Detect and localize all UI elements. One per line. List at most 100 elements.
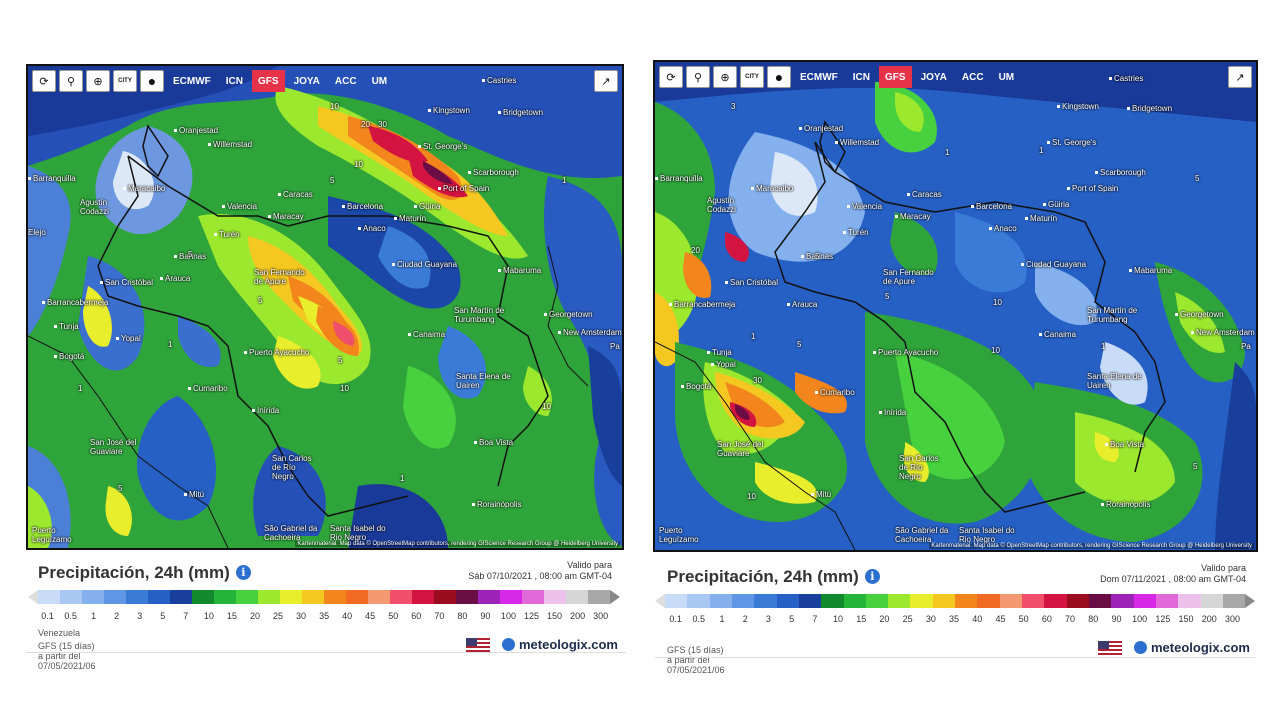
scale-tick-label: 40 <box>342 611 353 621</box>
contour-label: 10 <box>542 402 551 411</box>
scale-tick-label: 90 <box>1111 614 1122 624</box>
share-icon[interactable]: ↗ <box>594 70 618 92</box>
model-tab-ecmwf[interactable]: ECMWF <box>173 75 211 87</box>
city-label: Mabaruma <box>1129 266 1172 275</box>
us-flag-icon[interactable] <box>1098 640 1122 655</box>
scale-tick-label: 0.1 <box>669 614 682 624</box>
scale-swatch <box>776 594 799 608</box>
city-label: St. George's <box>1047 138 1096 147</box>
scale-swatch <box>932 594 956 608</box>
city-label: Ciudad Guayana <box>392 260 457 269</box>
dot-icon[interactable]: ● <box>767 66 791 88</box>
scale-swatch <box>1066 594 1089 608</box>
city-label: Puerto Ayacucho <box>873 348 938 357</box>
city-label: Barranquilla <box>28 174 76 183</box>
scale-swatch <box>798 594 822 608</box>
city-label: Inírida <box>252 406 279 415</box>
location-pin-icon[interactable]: ⚲ <box>59 70 83 92</box>
scale-swatch <box>821 594 844 608</box>
scale-min-arrow <box>28 590 38 604</box>
city-label: Pa <box>610 342 620 351</box>
location-pin-icon[interactable]: ⚲ <box>686 66 710 88</box>
scale-tick-label: 25 <box>902 614 913 624</box>
region-label: Venezuela <box>38 628 81 638</box>
scale-tick-label: 80 <box>457 611 468 621</box>
scale-swatch <box>302 590 324 604</box>
city-label: Boa Vista <box>1105 440 1144 449</box>
model-tab-icn[interactable]: ICN <box>852 71 871 83</box>
city-toggle-icon[interactable]: CITY <box>740 66 764 88</box>
city-label: Santa Elena de Uairen <box>456 372 511 390</box>
scale-swatch <box>1111 594 1134 608</box>
scale-tick-label: 3 <box>765 614 771 624</box>
scale-swatch <box>888 594 911 608</box>
valid-date: Dom 07/11/2021 , 08:00 am GMT-04 <box>1100 574 1246 584</box>
model-tab-acc[interactable]: ACC <box>961 71 984 83</box>
city-toggle-icon[interactable]: CITY <box>113 70 137 92</box>
scale-tick-label: 1 <box>91 611 97 621</box>
scale-tick-label: 90 <box>480 611 491 621</box>
refresh-icon[interactable]: ⟳ <box>32 70 56 92</box>
valid-label: Valido para <box>1201 563 1246 573</box>
scale-tick-label: 150 <box>547 611 563 621</box>
city-label: Oranjestad <box>174 126 218 135</box>
scale-tick-label: 45 <box>995 614 1006 624</box>
model-tab-um[interactable]: UM <box>371 75 388 87</box>
contour-label: 10 <box>330 102 339 111</box>
scale-tick-label: 5 <box>160 611 166 621</box>
brand[interactable]: meteologix.com <box>466 637 618 652</box>
scale-swatch <box>999 594 1022 608</box>
precipitation-map-2[interactable]: ⟳ ⚲ ⊕ CITY ● ECMWF ICN GFS JOYA ACC UM ↗… <box>653 60 1258 552</box>
city-label: Kingstown <box>428 106 470 115</box>
zoom-icon[interactable]: ⊕ <box>713 66 737 88</box>
info-icon[interactable]: i <box>235 565 251 580</box>
scale-tick-label: 25 <box>272 611 283 621</box>
model-tab-gfs[interactable]: GFS <box>879 66 912 88</box>
scale-swatch <box>522 590 544 604</box>
scale-swatch <box>280 590 302 604</box>
globe-icon <box>502 638 515 651</box>
model-tab-acc[interactable]: ACC <box>334 75 357 87</box>
model-tab-joya[interactable]: JOYA <box>920 71 947 83</box>
city-label: Puerto Ayacucho <box>244 348 309 357</box>
model-tab-joya[interactable]: JOYA <box>293 75 320 87</box>
scale-tick-label: 30 <box>925 614 936 624</box>
refresh-icon[interactable]: ⟳ <box>659 66 683 88</box>
map-title: Precipitación, 24h (mm) i <box>667 567 880 587</box>
contour-label: 5 <box>885 292 890 301</box>
map-attribution: Kartenmaterial: Map data © OpenStreetMap… <box>929 543 1254 549</box>
zoom-icon[interactable]: ⊕ <box>86 70 110 92</box>
scale-tick-label: 300 <box>1224 614 1240 624</box>
city-label: Güiria <box>1043 200 1069 209</box>
scale-swatch <box>258 590 280 604</box>
model-tab-um[interactable]: UM <box>998 71 1015 83</box>
dot-icon[interactable]: ● <box>140 70 164 92</box>
city-label: Scarborough <box>468 168 519 177</box>
model-tab-ecmwf[interactable]: ECMWF <box>800 71 838 83</box>
city-label: Maracay <box>895 212 931 221</box>
brand[interactable]: meteologix.com <box>1098 640 1250 655</box>
city-label: San José del Guaviare <box>717 440 764 458</box>
city-label: Bridgetown <box>498 108 543 117</box>
contour-label: 1 <box>1101 342 1106 351</box>
scale-swatch <box>1044 594 1067 608</box>
contour-label: 1 <box>751 332 756 341</box>
scale-swatch <box>731 594 755 608</box>
us-flag-icon[interactable] <box>466 637 490 652</box>
scale-tick-label: 50 <box>388 611 399 621</box>
scale-tick-label: 0.1 <box>41 611 54 621</box>
scale-tick-label: 7 <box>812 614 818 624</box>
scale-tick-label: 1 <box>719 614 725 624</box>
city-label: Bogotá <box>681 382 711 391</box>
share-icon[interactable]: ↗ <box>1228 66 1252 88</box>
city-label: Oranjestad <box>799 124 843 133</box>
info-icon[interactable]: i <box>864 569 880 584</box>
model-tab-gfs[interactable]: GFS <box>252 70 285 92</box>
scale-swatch <box>346 590 368 604</box>
model-tab-icn[interactable]: ICN <box>225 75 244 87</box>
scale-tick-label: 150 <box>1178 614 1194 624</box>
scale-swatch <box>500 590 522 604</box>
city-label: Mabaruma <box>498 266 541 275</box>
precipitation-map-1[interactable]: ⟳ ⚲ ⊕ CITY ● ECMWF ICN GFS JOYA ACC UM ↗… <box>26 64 624 550</box>
city-label: Valencia <box>222 202 257 211</box>
